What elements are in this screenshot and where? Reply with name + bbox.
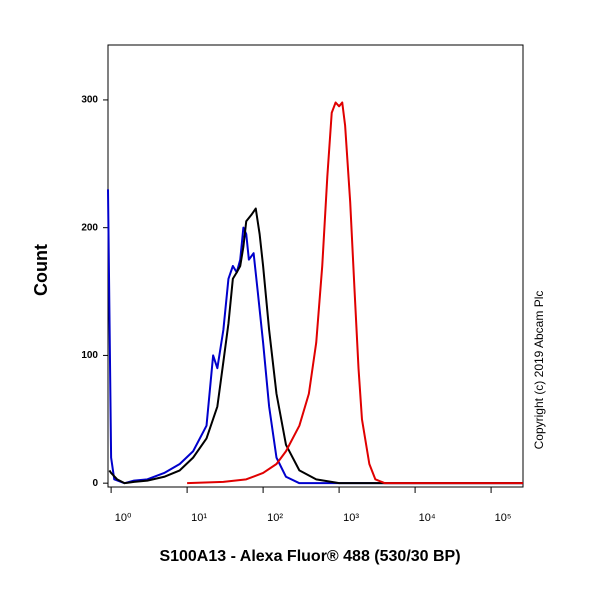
plot-frame: [107, 44, 524, 488]
x-tick-label: 10⁵: [495, 512, 512, 524]
histogram-line: [108, 207, 523, 485]
x-tick-label: 10⁰: [115, 512, 132, 524]
x-axis-title: S100A13 - Alexa Fluor® 488 (530/30 BP): [159, 548, 460, 565]
y-tick-label: 300: [81, 95, 98, 106]
histogram-line: [187, 101, 523, 485]
x-tick-label: 10⁴: [419, 512, 436, 524]
x-tick-label: 10¹: [191, 512, 207, 524]
x-tick-label: 10²: [267, 512, 283, 524]
y-axis-title: Count: [31, 244, 51, 296]
y-tick-label: 100: [81, 350, 98, 361]
copyright: Copyright (c) 2019 Abcam Plc: [532, 291, 546, 450]
y-tick-label: 0: [92, 478, 98, 489]
x-tick-label: 10³: [343, 512, 359, 524]
y-tick-label: 200: [81, 222, 98, 233]
histogram-line: [107, 189, 523, 485]
